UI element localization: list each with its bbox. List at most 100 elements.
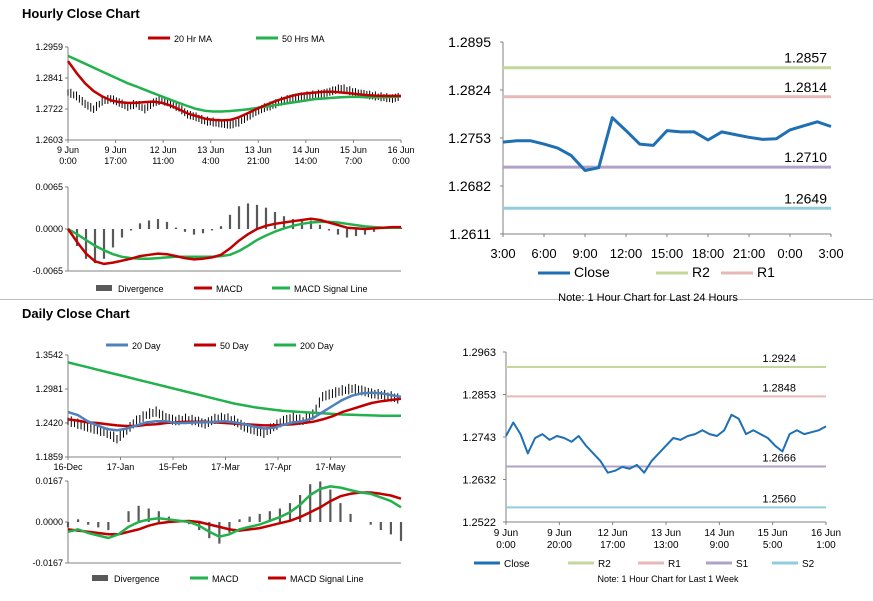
- y-tick-label: 1.2611: [449, 226, 491, 242]
- x-tick-label: 5:00: [763, 540, 783, 551]
- level-label: 1.2666: [762, 452, 796, 464]
- level-label: 1.2710: [784, 149, 827, 165]
- x-tick-label: 17:00: [104, 156, 127, 166]
- y-tick-label: 1.2682: [448, 178, 491, 194]
- y-tick-label: 1.2722: [35, 104, 63, 114]
- x-tick-label: 13:00: [653, 540, 678, 551]
- x-tick-label: 15:00: [651, 246, 684, 261]
- level-label: 1.2814: [784, 79, 827, 95]
- y-tick-label: 1.2743: [462, 432, 496, 444]
- x-tick-label: 7:00: [345, 156, 363, 166]
- x-tick-label: 21:00: [733, 246, 766, 261]
- legend-swatch: [92, 575, 108, 581]
- x-tick-label: 17-Jan: [107, 462, 135, 472]
- legend-label: S1: [736, 559, 749, 570]
- x-tick-label: 13 Jun: [651, 528, 681, 539]
- level-label: 1.2857: [784, 50, 827, 66]
- y-tick-label: 1.2632: [462, 474, 496, 486]
- y-tick-label: 1.2895: [448, 34, 491, 50]
- legend-label: R2: [598, 559, 611, 570]
- y-tick-label: 0.0000: [35, 224, 63, 234]
- legend-label: 50 Day: [220, 341, 249, 351]
- legend-label: 200 Day: [300, 341, 334, 351]
- legend-label: MACD Signal Line: [290, 574, 364, 584]
- x-tick-label: 14 Jun: [292, 145, 319, 155]
- y-tick-label: 1.2963: [462, 347, 496, 359]
- ma20-line: [66, 60, 401, 122]
- x-tick-label: 13 Jun: [245, 145, 272, 155]
- legend-label: Divergence: [118, 284, 164, 294]
- y-tick-label: -0.0065: [32, 266, 63, 276]
- x-tick-label: 9 Jun: [105, 145, 127, 155]
- macd-signal-line: [67, 220, 401, 260]
- macd-line: [67, 485, 402, 540]
- x-tick-label: 11:00: [152, 156, 174, 166]
- legend-label: MACD: [212, 574, 239, 584]
- y-tick-label: 1.2603: [35, 135, 63, 145]
- x-tick-label: 0:00: [777, 246, 802, 261]
- y-tick-label: 1.2824: [448, 82, 491, 98]
- level-label: 1.2560: [762, 493, 796, 505]
- x-tick-label: 21:00: [247, 156, 270, 166]
- y-tick-label: 0.0065: [35, 182, 63, 192]
- chart-note: Note: 1 Hour Chart for Last 1 Week: [598, 574, 739, 584]
- y-tick-label: 1.2420: [35, 418, 63, 428]
- y-tick-label: 1.2981: [35, 384, 63, 394]
- macd-line: [66, 217, 401, 266]
- x-tick-label: 12 Jun: [150, 145, 177, 155]
- y-tick-label: 0.0000: [35, 517, 63, 527]
- legend-label: 50 Hrs MA: [282, 34, 325, 44]
- x-tick-label: 17-Apr: [264, 462, 291, 472]
- y-tick-label: 1.2522: [462, 517, 496, 529]
- legend-label: Divergence: [114, 574, 160, 584]
- ma50-line: [67, 54, 402, 113]
- x-tick-label: 15 Jun: [758, 528, 788, 539]
- x-tick-label: 0:00: [59, 156, 77, 166]
- x-tick-label: 17:00: [600, 540, 625, 551]
- legend-label: MACD: [216, 284, 243, 294]
- x-tick-label: 15 Jun: [340, 145, 367, 155]
- x-tick-label: 14:00: [295, 156, 318, 166]
- legend-swatch: [96, 285, 112, 291]
- section-divider: [0, 299, 873, 300]
- level-label: 1.2924: [762, 353, 796, 365]
- ma20-line: [67, 391, 402, 432]
- ma200-line: [67, 361, 401, 417]
- legend-label: Close: [574, 264, 610, 280]
- y-tick-label: 1.2753: [448, 130, 491, 146]
- legend-label: R1: [757, 264, 775, 280]
- x-tick-label: 15-Feb: [159, 462, 188, 472]
- legend-label: Close: [504, 559, 530, 570]
- y-tick-label: 1.2841: [35, 73, 63, 83]
- y-tick-label: 1.1859: [35, 452, 63, 462]
- y-tick-label: 1.2853: [462, 389, 496, 401]
- x-tick-label: 3:00: [818, 246, 843, 261]
- x-tick-label: 17-Mar: [211, 462, 240, 472]
- x-tick-label: 13 Jun: [197, 145, 224, 155]
- x-tick-label: 1:00: [816, 540, 836, 551]
- x-tick-label: 9:00: [710, 540, 730, 551]
- legend-label: R2: [692, 264, 710, 280]
- y-tick-label: -0.0167: [32, 558, 63, 568]
- x-tick-label: 18:00: [692, 246, 725, 261]
- y-tick-label: 0.0167: [35, 476, 63, 486]
- x-tick-label: 6:00: [531, 246, 556, 261]
- x-tick-label: 9 Jun: [57, 145, 79, 155]
- chart-note: Note: 1 Hour Chart for Last 24 Hours: [558, 292, 738, 304]
- macd-signal-line: [67, 491, 402, 536]
- legend-label: 20 Hr MA: [174, 34, 212, 44]
- y-tick-label: 1.2959: [35, 42, 63, 52]
- x-tick-label: 16 Jun: [387, 145, 414, 155]
- level-label: 1.2848: [762, 382, 796, 394]
- x-tick-label: 4:00: [202, 156, 220, 166]
- legend-label: R1: [668, 559, 681, 570]
- hourly-section-title: Hourly Close Chart: [22, 6, 140, 21]
- close-line: [502, 116, 832, 172]
- x-tick-label: 14 Jun: [704, 528, 734, 539]
- y-tick-label: 1.3542: [35, 350, 63, 360]
